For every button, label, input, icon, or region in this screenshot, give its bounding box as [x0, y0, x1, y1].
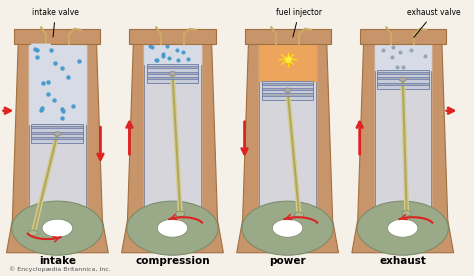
- Circle shape: [29, 230, 38, 235]
- Point: [31, 47, 38, 51]
- Text: exhaust: exhaust: [379, 256, 426, 266]
- Bar: [31, 124, 83, 144]
- Point: [59, 107, 66, 111]
- Bar: [262, 81, 313, 100]
- Circle shape: [399, 77, 406, 81]
- Point: [407, 47, 415, 52]
- Circle shape: [176, 211, 185, 217]
- Circle shape: [169, 71, 176, 76]
- Point: [165, 55, 173, 60]
- Point: [393, 65, 401, 69]
- Point: [379, 48, 387, 52]
- Bar: [146, 66, 199, 68]
- Text: compression: compression: [135, 256, 210, 266]
- Bar: [31, 132, 83, 134]
- Point: [180, 50, 187, 54]
- Point: [39, 81, 47, 85]
- Polygon shape: [237, 43, 338, 253]
- Point: [45, 80, 52, 84]
- Point: [52, 60, 59, 65]
- Point: [153, 58, 160, 62]
- Point: [33, 48, 41, 52]
- Circle shape: [42, 219, 73, 237]
- Bar: [31, 126, 83, 128]
- Bar: [146, 64, 199, 83]
- Polygon shape: [245, 29, 331, 44]
- Bar: [31, 137, 83, 139]
- Bar: [377, 71, 428, 74]
- Bar: [377, 70, 428, 89]
- Circle shape: [284, 88, 292, 92]
- Bar: [377, 77, 428, 79]
- Circle shape: [12, 201, 103, 255]
- Point: [148, 45, 155, 50]
- Point: [58, 66, 66, 71]
- Text: intake valve: intake valve: [32, 8, 79, 37]
- Bar: [146, 71, 199, 74]
- Point: [159, 51, 167, 56]
- Point: [50, 97, 58, 102]
- Text: fuel injector: fuel injector: [276, 8, 322, 37]
- Circle shape: [157, 219, 188, 237]
- Circle shape: [402, 211, 411, 216]
- Circle shape: [357, 201, 448, 255]
- Circle shape: [127, 201, 218, 255]
- Point: [69, 104, 77, 108]
- Bar: [262, 94, 313, 96]
- Polygon shape: [360, 29, 446, 44]
- Point: [38, 106, 46, 110]
- Point: [64, 75, 72, 79]
- Circle shape: [242, 201, 333, 255]
- Point: [389, 45, 397, 49]
- Point: [396, 49, 404, 54]
- Bar: [377, 83, 428, 85]
- Point: [48, 48, 55, 52]
- Point: [75, 59, 83, 63]
- Point: [184, 57, 192, 61]
- Point: [154, 57, 161, 62]
- Text: © Encyclopædia Britannica, Inc.: © Encyclopædia Britannica, Inc.: [9, 266, 111, 272]
- Polygon shape: [122, 43, 223, 253]
- Point: [58, 116, 65, 120]
- Circle shape: [388, 219, 418, 237]
- Point: [163, 44, 170, 48]
- Polygon shape: [352, 43, 454, 253]
- Bar: [262, 83, 313, 85]
- Text: exhaust valve: exhaust valve: [407, 8, 461, 38]
- Point: [399, 65, 407, 69]
- Bar: [146, 77, 199, 79]
- Point: [33, 54, 40, 59]
- Circle shape: [54, 132, 61, 136]
- Point: [284, 57, 292, 62]
- Point: [173, 48, 181, 52]
- Point: [59, 109, 66, 113]
- Point: [44, 92, 51, 96]
- Polygon shape: [129, 29, 216, 44]
- Circle shape: [273, 219, 303, 237]
- Point: [37, 108, 45, 112]
- Point: [421, 54, 429, 58]
- Point: [388, 55, 396, 59]
- Point: [174, 58, 182, 63]
- Polygon shape: [7, 43, 108, 253]
- Point: [146, 43, 154, 48]
- Polygon shape: [14, 29, 100, 44]
- Bar: [262, 88, 313, 90]
- Text: power: power: [269, 256, 306, 266]
- Text: intake: intake: [39, 256, 76, 266]
- Point: [159, 54, 166, 59]
- Circle shape: [294, 212, 304, 217]
